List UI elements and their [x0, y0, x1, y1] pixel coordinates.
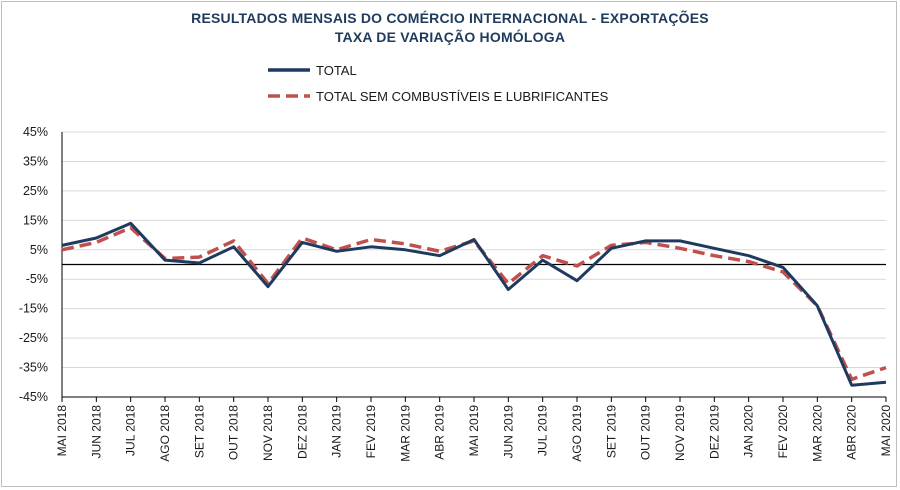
legend-swatch-total-sem-combustiveis	[268, 94, 310, 98]
series-line-total	[61, 221, 887, 387]
x-tick-label: AGO 2018	[158, 405, 172, 462]
x-tick-label: MAI 2018	[55, 405, 69, 457]
x-tick-label: JAN 2019	[330, 405, 344, 458]
x-tick-label: AGO 2019	[570, 405, 584, 462]
series-line-total-sem-combustiveis	[61, 225, 887, 382]
x-tick-label: DEZ 2018	[295, 405, 309, 459]
chart-subtitle: TAXA DE VARIAÇÃO HOMÓLOGA	[334, 29, 566, 45]
y-tick-label: -5%	[26, 272, 48, 286]
y-tick-label: 5%	[30, 243, 48, 257]
y-tick-label: -35%	[19, 361, 48, 375]
x-tick-label: MAI 2020	[879, 405, 893, 457]
x-tick-label: NOV 2018	[261, 405, 275, 461]
x-tick-label: OUT 2019	[639, 405, 653, 460]
legend-item-total: TOTAL	[268, 60, 357, 80]
x-tick-label: MAR 2020	[810, 405, 824, 462]
legend-item-total-sem-combustiveis: TOTAL SEM COMBUSTÍVEIS E LUBRIFICANTES	[268, 86, 608, 106]
x-tick-label: JUL 2019	[536, 405, 550, 456]
y-tick-label: 15%	[23, 213, 48, 227]
legend-swatch-total	[268, 68, 310, 72]
x-tick-label: ABR 2020	[845, 405, 859, 460]
y-tick-label: 35%	[23, 154, 48, 168]
x-tick-label: FEV 2020	[776, 405, 790, 459]
x-tick-label: JUN 2018	[89, 405, 103, 459]
y-tick-label: -45%	[19, 390, 48, 404]
x-tick-label: FEV 2019	[364, 405, 378, 459]
legend-label-total-sem-combustiveis: TOTAL SEM COMBUSTÍVEIS E LUBRIFICANTES	[316, 88, 609, 104]
x-tick-label: NOV 2019	[673, 405, 687, 461]
y-tick-label: 25%	[23, 184, 48, 198]
x-tick-label: JAN 2020	[742, 405, 756, 458]
x-tick-label: JUN 2019	[501, 405, 515, 459]
x-tick-label: MAR 2019	[398, 405, 412, 462]
chart-title: RESULTADOS MENSAIS DO COMÉRCIO INTERNACI…	[191, 10, 709, 26]
y-tick-label: 45%	[23, 125, 48, 139]
x-tick-label: SET 2018	[192, 405, 206, 458]
x-tick-label: DEZ 2019	[707, 405, 721, 459]
x-tick-label: ABR 2019	[433, 405, 447, 460]
x-tick-label: OUT 2018	[227, 405, 241, 460]
legend-label-total: TOTAL	[316, 62, 357, 78]
x-tick-label: MAI 2019	[467, 405, 481, 457]
x-tick-label: JUL 2018	[124, 405, 138, 456]
y-tick-label: -15%	[19, 302, 48, 316]
x-tick-label: SET 2019	[604, 405, 618, 458]
y-tick-label: -25%	[19, 331, 48, 345]
